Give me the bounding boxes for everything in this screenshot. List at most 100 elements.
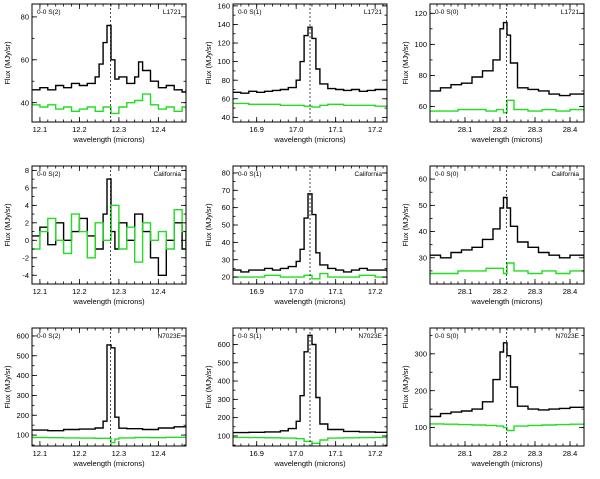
chart-6-panel: 12.1 12.2 12.3 12.4 100 200 300 400 500 600 wavele… <box>3 327 187 468</box>
chart-6-ytick-label: 500 <box>16 351 29 360</box>
chart-1-source-name: L1721 <box>364 9 382 16</box>
chart-0-ytick-label: 40 <box>21 98 29 107</box>
chart-4-series-black <box>233 193 387 273</box>
chart-4-ytick-label: 40 <box>222 238 230 247</box>
chart-7-frame <box>232 327 388 447</box>
chart-8-xtick-label: 28.3 <box>528 449 543 458</box>
chart-7-xtick-label: 16.9 <box>249 449 264 458</box>
chart-4-ytick-label: 60 <box>222 203 230 212</box>
chart-4-ytick-label: 20 <box>222 273 230 282</box>
chart-1-xtick-label: 17.0 <box>289 125 304 134</box>
chart-8-series-green <box>430 423 584 432</box>
chart-5-ytick-label: 50 <box>419 201 427 210</box>
chart-6-ytick-label: 400 <box>16 371 29 380</box>
chart-1-ytick-label: 40 <box>222 113 230 122</box>
chart-7-source-name: N7023E <box>359 333 383 340</box>
chart-8-ytick-label: 100 <box>414 423 427 432</box>
chart-6-source-name: N7023E <box>158 333 182 340</box>
chart-8-ytick-label: 200 <box>414 386 427 395</box>
chart-0-xtick-label: 12.3 <box>112 125 127 134</box>
chart-7-ylabel: Flux (MJy/sr) <box>204 365 213 409</box>
chart-6-xlabel: wavelength (microns) <box>72 459 145 468</box>
chart-0-series-green <box>32 93 186 115</box>
chart-8-xtick-label: 28.2 <box>493 449 508 458</box>
chart-6-frame <box>31 327 187 447</box>
chart-4-source-name: California <box>355 171 383 178</box>
chart-1-frame <box>232 3 388 123</box>
chart-4-xtick-label: 16.9 <box>249 287 264 296</box>
chart-2-line-name: 0-0 S(0) <box>435 9 458 16</box>
chart-2-xtick-label: 28.3 <box>528 125 543 134</box>
chart-7-ytick-label: 100 <box>217 432 230 441</box>
chart-2-panel: 28.1 28.2 28.3 28.4 60 80 100 120 wavelength (mi… <box>401 3 585 144</box>
chart-4-series-green <box>233 272 387 280</box>
chart-3-ytick-label: 6 <box>25 183 29 192</box>
chart-4-xlabel: wavelength (microns) <box>273 297 346 306</box>
chart-3-ytick-label: 0 <box>25 236 29 245</box>
chart-0-ytick-label: 80 <box>21 12 29 21</box>
chart-5-series-green <box>430 262 584 275</box>
chart-8-line-name: 0-0 S(0) <box>435 333 458 340</box>
chart-4-ytick-label: 30 <box>222 255 230 264</box>
chart-0-frame <box>31 3 187 123</box>
chart-6-series-green <box>32 436 186 444</box>
chart-7-ytick-label: 600 <box>217 340 230 349</box>
chart-4-xtick-label: 17.2 <box>368 287 383 296</box>
chart-6-line-name: 0-0 S(2) <box>37 333 60 340</box>
chart-5-ylabel: Flux (MJy/sr) <box>401 203 410 247</box>
chart-8-xlabel: wavelength (microns) <box>470 459 543 468</box>
chart-3-xtick-label: 12.4 <box>151 287 166 296</box>
chart-0-series-black <box>32 24 186 93</box>
chart-5-xtick-label: 28.3 <box>528 287 543 296</box>
chart-4-xtick-label: 17.1 <box>328 287 343 296</box>
chart-5-panel: 28.1 28.2 28.3 28.4 30 40 50 60 wavelength (micr… <box>401 165 585 306</box>
chart-1-ytick-label: 120 <box>217 39 230 48</box>
chart-3-xtick-label: 12.2 <box>72 287 87 296</box>
chart-2-xtick-label: 28.1 <box>458 125 473 134</box>
chart-2-xlabel: wavelength (microns) <box>470 135 543 144</box>
chart-6-xtick-label: 12.3 <box>112 449 127 458</box>
chart-6-ytick-label: 100 <box>16 431 29 440</box>
chart-6-xtick-label: 12.2 <box>72 449 87 458</box>
chart-7-ytick-label: 200 <box>217 413 230 422</box>
chart-6-ylabel: Flux (MJy/sr) <box>3 365 12 409</box>
chart-8-xtick-label: 28.4 <box>563 449 578 458</box>
chart-7-ytick-label: 300 <box>217 395 230 404</box>
chart-7-xlabel: wavelength (microns) <box>273 459 346 468</box>
chart-8-ylabel: Flux (MJy/sr) <box>401 365 410 409</box>
chart-4-ytick-label: 50 <box>222 221 230 230</box>
chart-3-panel: 12.1 12.2 12.3 12.4 -4 -2 0 2 4 6 8 wavelength (mic… <box>3 165 187 306</box>
chart-0-ylabel: Flux (MJy/sr) <box>3 41 12 85</box>
chart-4-panel: 16.9 17.0 17.1 17.2 20 30 40 50 60 70 80 wavelength… <box>204 165 388 306</box>
chart-7-ytick-label: 400 <box>217 377 230 386</box>
chart-7-series-black <box>233 334 387 434</box>
chart-4-xtick-label: 17.0 <box>289 287 304 296</box>
chart-6-series-black <box>32 344 186 432</box>
chart-0-line-name: 0-0 S(2) <box>37 9 60 16</box>
chart-3-ytick-label: -2 <box>22 253 29 262</box>
chart-2-ytick-label: 120 <box>414 9 427 18</box>
chart-4-ytick-label: 80 <box>222 169 230 178</box>
chart-7-ytick-label: 500 <box>217 358 230 367</box>
chart-2-source-name: L1721 <box>561 9 579 16</box>
chart-3-ytick-label: -4 <box>22 271 29 280</box>
chart-1-ytick-label: 160 <box>217 1 230 10</box>
chart-7-xtick-label: 17.2 <box>368 449 383 458</box>
chart-7-xtick-label: 17.0 <box>289 449 304 458</box>
chart-1-ytick-label: 100 <box>217 57 230 66</box>
chart-8-source-name: N7023E <box>556 333 580 340</box>
chart-6-ytick-label: 200 <box>16 411 29 420</box>
chart-7-xtick-label: 17.1 <box>328 449 343 458</box>
chart-8-series-black <box>430 342 584 418</box>
chart-5-ytick-label: 60 <box>419 175 427 184</box>
chart-3-ytick-label: 2 <box>25 218 29 227</box>
chart-0-ytick-label: 60 <box>21 55 29 64</box>
chart-2-xtick-label: 28.4 <box>563 125 578 134</box>
chart-2-ytick-label: 60 <box>419 102 427 111</box>
chart-1-xtick-label: 17.2 <box>368 125 383 134</box>
chart-1-ytick-label: 80 <box>222 76 230 85</box>
chart-0-xlabel: wavelength (microns) <box>72 135 145 144</box>
chart-8-ytick-label: 300 <box>414 349 427 358</box>
chart-5-xlabel: wavelength (microns) <box>470 297 543 306</box>
chart-7-panel: 16.9 17.0 17.1 17.2 100 200 300 400 500 600 wavele… <box>204 327 388 468</box>
